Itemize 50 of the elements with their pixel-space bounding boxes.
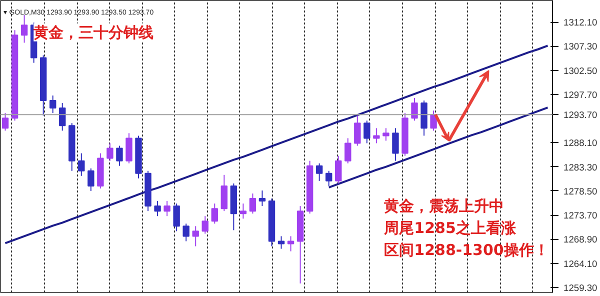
candlestick [126, 132, 132, 164]
annotation: 区间1288-1300操作！ [384, 240, 549, 259]
candlestick [316, 162, 323, 182]
candlestick [344, 138, 352, 164]
candlestick [202, 216, 208, 234]
candlestick [78, 152, 85, 176]
line-series [328, 106, 549, 188]
annotation: 黄金，震荡上升中 [383, 197, 504, 216]
candlestick [192, 226, 199, 247]
candlestick [287, 236, 294, 252]
candlestick [240, 203, 247, 220]
candlestick [220, 174, 228, 212]
candlestick [382, 128, 390, 142]
y-tick-label: 1312.10 [564, 18, 598, 28]
text: 黄金，三十分钟线 [32, 23, 154, 42]
ref-line-label: 1293.70 [564, 110, 598, 120]
candlestick [373, 128, 380, 144]
y-tick-label: 1259.30 [564, 282, 598, 293]
candlestick [335, 155, 342, 184]
candlestick [164, 200, 170, 217]
y-tick-label: 1264.10 [564, 258, 598, 269]
candlestick [392, 128, 399, 162]
candlestick [364, 120, 370, 144]
candlestick [49, 94, 56, 114]
candlestick [278, 236, 285, 250]
y-tick-label: 1268.90 [564, 234, 598, 245]
candlestick [182, 223, 190, 242]
candlestick [59, 102, 66, 132]
y-tick-label: 1297.70 [564, 90, 598, 100]
candlestick [325, 170, 332, 186]
candlestick [211, 203, 218, 224]
annotation: 周尾1285之上看涨 [383, 219, 517, 238]
candlestick [20, 14, 28, 44]
y-tick-label: 1288.10 [564, 138, 598, 148]
y-tick-label: 1302.50 [564, 66, 598, 76]
candlestick [249, 192, 256, 214]
y-tick-label: 1283.30 [564, 162, 598, 172]
candlestick [173, 203, 180, 232]
candlestick [354, 115, 361, 146]
candlestick [2, 112, 9, 132]
y-tick-label: 1278.50 [564, 186, 598, 196]
line-series [4, 44, 549, 244]
candlestick [106, 142, 114, 162]
y-tick-label: 1307.30 [564, 42, 598, 52]
candlestick [154, 200, 161, 217]
candlestick [411, 98, 418, 122]
candlestick [88, 168, 94, 192]
candlestick [116, 145, 123, 166]
y-tick-label: 1273.70 [564, 210, 598, 221]
candlestick [258, 190, 266, 207]
